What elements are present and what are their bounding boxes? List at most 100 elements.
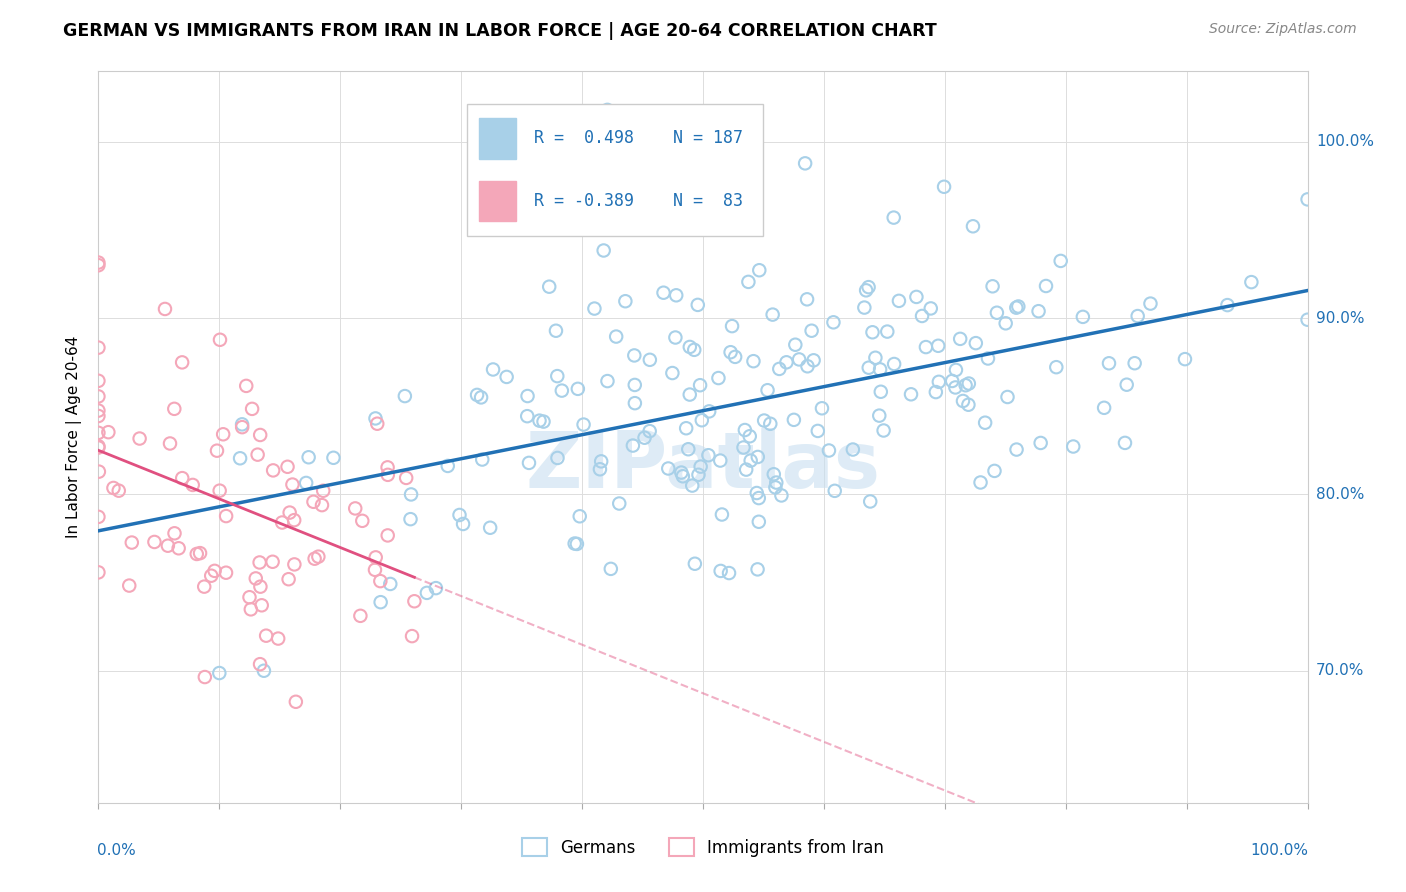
Point [240,401,263,416]
Point [623,378,645,392]
Point [239,602,262,616]
Point [1045,360,1067,375]
Point [229,451,252,466]
Point [349,608,371,623]
Point [675,421,697,435]
Point [624,396,647,410]
Point [920,301,942,316]
Point [679,340,702,354]
Point [565,537,588,551]
Point [865,351,887,365]
Point [249,657,271,672]
Point [538,279,561,293]
Point [1035,279,1057,293]
Point [862,325,884,339]
Point [853,301,876,315]
Bar [467,104,763,236]
Point [215,566,238,580]
Point [572,417,595,432]
Point [949,332,972,346]
Point [370,595,392,609]
Point [425,581,447,595]
Point [583,301,606,316]
Point [737,275,759,289]
Point [690,413,713,427]
Point [87,465,110,479]
Point [794,156,817,170]
Point [278,506,301,520]
Point [623,348,645,362]
Point [546,450,568,465]
Point [905,290,928,304]
Point [969,475,991,490]
Point [87,389,110,403]
Point [399,512,422,526]
Point [1092,401,1115,415]
Point [945,380,967,394]
Point [482,362,505,376]
Point [205,443,228,458]
Point [983,464,1005,478]
Point [638,352,661,367]
Point [87,441,110,455]
Text: 80.0%: 80.0% [1316,487,1364,502]
Point [709,453,731,467]
Text: N = 187: N = 187 [672,129,742,147]
Point [689,378,711,392]
Point [689,459,711,474]
Point [977,351,1000,366]
Text: GERMAN VS IMMIGRANTS FROM IRAN IN LABOR FORCE | AGE 20-64 CORRELATION CHART: GERMAN VS IMMIGRANTS FROM IRAN IN LABOR … [63,22,936,40]
Point [517,456,540,470]
Point [159,436,181,450]
Point [952,394,974,409]
Point [87,439,110,453]
Point [366,417,388,431]
Point [858,280,880,294]
Point [156,539,179,553]
Point [465,388,488,402]
Point [762,467,785,482]
Point [404,594,426,608]
Point [661,366,683,380]
Point [87,255,110,269]
Point [370,574,392,588]
Point [283,558,305,572]
Text: ZIPatlas: ZIPatlas [526,428,880,504]
Point [238,591,260,605]
Point [516,409,538,424]
Point [868,409,890,423]
Point [710,564,733,578]
Text: Source: ZipAtlas.com: Source: ZipAtlas.com [1209,22,1357,37]
Point [607,496,630,510]
Point [249,428,271,442]
Point [121,535,143,549]
Point [277,572,299,586]
Point [181,478,204,492]
Point [775,355,797,369]
Point [596,103,619,117]
Point [869,362,891,376]
Point [759,417,782,431]
Point [941,374,963,388]
Point [803,353,825,368]
Point [855,283,877,297]
Point [103,481,125,495]
Point [194,670,217,684]
Point [965,336,987,351]
Point [401,629,423,643]
Point [765,475,787,490]
Point [614,294,637,309]
Point [697,448,720,462]
Point [364,411,387,425]
Point [436,458,458,473]
Text: 100.0%: 100.0% [1316,135,1374,149]
Point [735,462,758,476]
Point [87,425,110,440]
Point [208,483,231,498]
Point [533,415,555,429]
Point [87,258,110,272]
Point [748,491,770,505]
Point [1098,356,1121,370]
Point [883,211,905,225]
Point [591,454,613,468]
